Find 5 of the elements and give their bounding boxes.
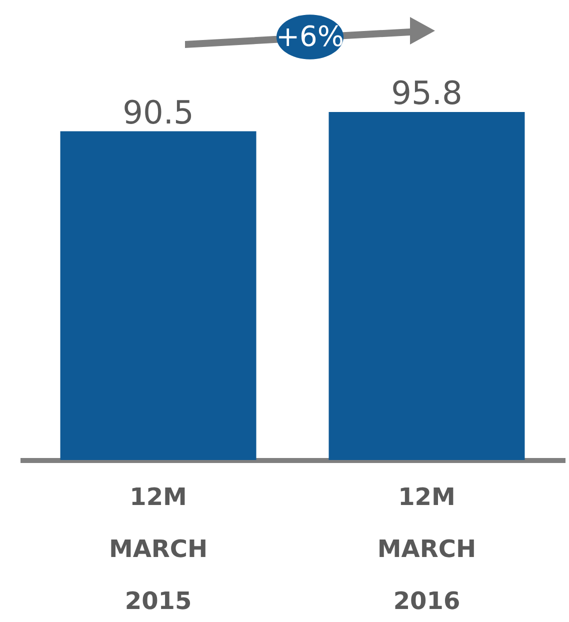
data-label: 90.5 [122,93,194,132]
x-tick-label: 12M MARCH 2016 [377,483,476,615]
text: +6% [276,20,344,53]
data-label: 95.8 [391,74,462,112]
x-tick-label: 12M MARCH 2015 [108,483,208,615]
